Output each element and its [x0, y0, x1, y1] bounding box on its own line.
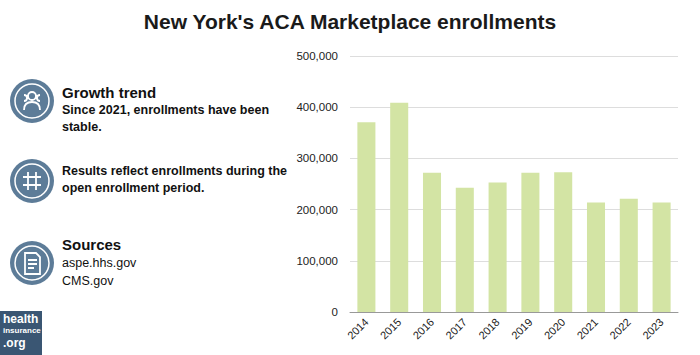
- svg-text:New York's ACA Marketplace enr: New York's ACA Marketplace enrollments: [144, 10, 556, 33]
- html-text:insurance: insurance: [3, 326, 41, 335]
- svg-text:0: 0: [332, 306, 338, 318]
- svg-text:2016: 2016: [410, 316, 436, 342]
- svg-text:2021: 2021: [574, 316, 600, 342]
- svg-text:100,000: 100,000: [296, 255, 338, 267]
- svg-text:2017: 2017: [443, 316, 469, 342]
- svg-text:2023: 2023: [640, 316, 666, 342]
- html-text:.org: .org: [3, 336, 26, 350]
- svg-text:2020: 2020: [542, 316, 568, 342]
- svg-text:300,000: 300,000: [296, 152, 338, 164]
- svg-text:200,000: 200,000: [296, 204, 338, 216]
- svg-text:400,000: 400,000: [296, 101, 338, 113]
- html-text:Sources: Sources: [62, 236, 122, 253]
- html-text:health: health: [3, 312, 39, 326]
- html-text:CMS.gov: CMS.gov: [62, 274, 114, 288]
- svg-text:2014: 2014: [345, 316, 371, 342]
- svg-text:2018: 2018: [476, 316, 502, 342]
- html-text:aspe.hhs.gov: aspe.hhs.gov: [62, 256, 137, 270]
- svg-text:2019: 2019: [509, 316, 535, 342]
- svg-text:2022: 2022: [607, 316, 633, 342]
- html-text:Growth trend: Growth trend: [62, 84, 157, 101]
- html-text:Since 2021, enrollments have b: Since 2021, enrollments have been stable…: [62, 103, 269, 134]
- svg-text:500,000: 500,000: [296, 50, 338, 62]
- svg-text:2015: 2015: [378, 316, 404, 342]
- html-text:Results reflect enrollments du: Results reflect enrollments during the o…: [62, 164, 287, 195]
